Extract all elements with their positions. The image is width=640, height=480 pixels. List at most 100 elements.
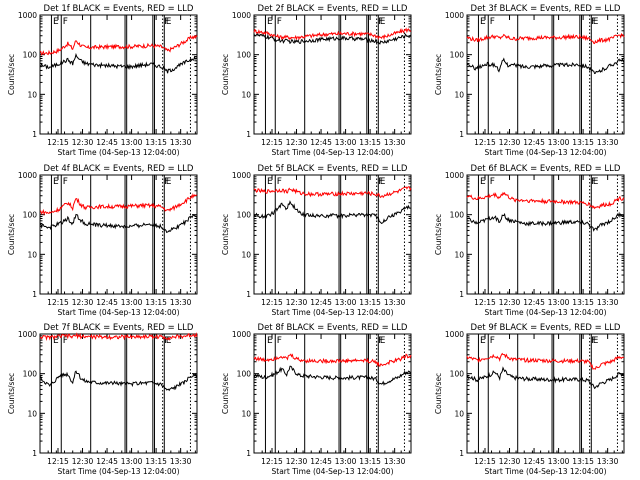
- y-axis-label: Counts/sec: [221, 373, 230, 414]
- y-axis-label: Counts/sec: [7, 54, 16, 95]
- x-tick-label: 12:45: [96, 457, 118, 466]
- y-axis-label: Counts/sec: [434, 54, 443, 95]
- panel-6: Det 6f BLACK = Events, RED = LLD 1 10 100 10…: [434, 164, 625, 317]
- x-tick-label: 12:45: [310, 457, 332, 466]
- x-tick-label: 12:45: [96, 298, 118, 307]
- y-tick-label: 100: [237, 51, 252, 60]
- panel-4: Det 4f BLACK = Events, RED = LLD 1 10 100 10…: [7, 164, 198, 317]
- x-tick-label: 13:30: [384, 138, 406, 147]
- y-tick-label: 1: [246, 130, 251, 139]
- events-series-line: [39, 213, 198, 234]
- y-tick-label: 10: [454, 250, 464, 259]
- lld-series-line: [466, 352, 625, 370]
- plot-frame: [39, 333, 198, 454]
- y-axis-label: Counts/sec: [7, 214, 16, 255]
- x-tick-label: 12:30: [286, 138, 308, 147]
- event-marker-label: F: [591, 17, 596, 27]
- y-tick-label: 1: [32, 290, 37, 299]
- x-axis-label: Start Time (04-Sep-13 12:04:00): [485, 148, 607, 157]
- x-tick-label: 13:30: [170, 298, 192, 307]
- y-tick-label: 1000: [445, 171, 464, 180]
- y-tick-label: 100: [450, 51, 465, 60]
- event-marker-label: E: [53, 177, 59, 187]
- y-axis-label: Counts/sec: [7, 373, 16, 414]
- event-marker-label: E: [267, 17, 273, 27]
- x-tick-label: 12:30: [286, 298, 308, 307]
- y-tick-label: 100: [23, 370, 38, 379]
- panel-title: Det 3f BLACK = Events, RED = LLD: [471, 4, 621, 14]
- x-tick-label: 13:30: [170, 457, 192, 466]
- event-marker-label: F: [277, 177, 282, 187]
- y-axis-label: Counts/sec: [221, 54, 230, 95]
- panel-8: Det 8f BLACK = Events, RED = LLD 1 10 100 10…: [221, 323, 412, 476]
- x-tick-label: 12:15: [47, 138, 69, 147]
- x-tick-label: 12:45: [523, 457, 545, 466]
- y-tick-label: 1: [246, 290, 251, 299]
- x-tick-label: 12:45: [310, 138, 332, 147]
- x-axis-label: Start Time (04-Sep-13 12:04:00): [272, 467, 394, 476]
- y-axis-label: Counts/sec: [434, 373, 443, 414]
- x-tick-label: 12:15: [261, 457, 283, 466]
- y-tick-label: 1: [459, 449, 464, 458]
- panel-title: Det 8f BLACK = Events, RED = LLD: [258, 323, 408, 333]
- event-marker-label: F: [277, 336, 282, 346]
- event-marker-label: E: [380, 336, 386, 346]
- panel-title: Det 1f BLACK = Events, RED = LLD: [44, 4, 194, 14]
- x-tick-label: 13:15: [359, 298, 381, 307]
- x-tick-label: 13:30: [597, 138, 619, 147]
- x-axis-label: Start Time (04-Sep-13 12:04:00): [58, 148, 180, 157]
- y-tick-label: 1000: [232, 11, 251, 20]
- x-tick-label: 13:30: [597, 457, 619, 466]
- x-axis-label: Start Time (04-Sep-13 12:04:00): [58, 467, 180, 476]
- lld-series-line: [253, 186, 412, 199]
- x-tick-label: 12:30: [72, 457, 94, 466]
- x-tick-label: 13:00: [121, 457, 143, 466]
- lld-series-line: [253, 27, 412, 41]
- event-marker-label: F: [490, 177, 495, 187]
- plot-frame: [253, 333, 412, 454]
- x-tick-label: 13:00: [548, 457, 570, 466]
- y-tick-label: 100: [23, 211, 38, 220]
- plot-frame: [39, 174, 198, 295]
- event-marker-label: E: [380, 177, 386, 187]
- x-axis-label: Start Time (04-Sep-13 12:04:00): [485, 308, 607, 317]
- x-tick-label: 12:30: [72, 138, 94, 147]
- event-marker-label: F: [490, 336, 495, 346]
- x-tick-label: 12:45: [310, 298, 332, 307]
- y-tick-label: 1000: [445, 330, 464, 339]
- lld-series-line: [466, 33, 625, 45]
- event-marker-label: F: [378, 177, 383, 187]
- y-tick-label: 100: [450, 211, 465, 220]
- event-marker-label: E: [267, 336, 273, 346]
- event-marker-label: E: [267, 177, 273, 187]
- x-tick-label: 13:00: [548, 138, 570, 147]
- y-tick-label: 10: [241, 409, 251, 418]
- x-tick-label: 12:15: [474, 298, 496, 307]
- y-tick-label: 100: [23, 51, 38, 60]
- event-marker-label: F: [63, 177, 68, 187]
- x-tick-label: 13:00: [335, 298, 357, 307]
- x-tick-label: 13:00: [121, 138, 143, 147]
- events-series-line: [253, 33, 412, 45]
- event-marker-label: F: [164, 336, 169, 346]
- x-tick-label: 13:15: [145, 138, 167, 147]
- y-tick-label: 1000: [232, 330, 251, 339]
- x-tick-label: 12:45: [523, 138, 545, 147]
- plot-frame: [466, 174, 625, 295]
- x-tick-label: 12:30: [499, 298, 521, 307]
- lld-series-line: [39, 332, 198, 342]
- y-tick-label: 1000: [18, 11, 37, 20]
- x-tick-label: 13:15: [145, 457, 167, 466]
- events-series-line: [39, 52, 198, 74]
- y-tick-label: 10: [241, 90, 251, 99]
- x-tick-label: 12:15: [474, 457, 496, 466]
- x-tick-label: 12:15: [47, 457, 69, 466]
- event-marker-label: F: [490, 17, 495, 27]
- events-series-line: [466, 57, 625, 75]
- panel-title: Det 6f BLACK = Events, RED = LLD: [471, 164, 621, 174]
- y-tick-label: 1: [246, 449, 251, 458]
- events-series-line: [39, 370, 198, 392]
- plot-frame: [253, 14, 412, 135]
- x-tick-label: 12:15: [261, 298, 283, 307]
